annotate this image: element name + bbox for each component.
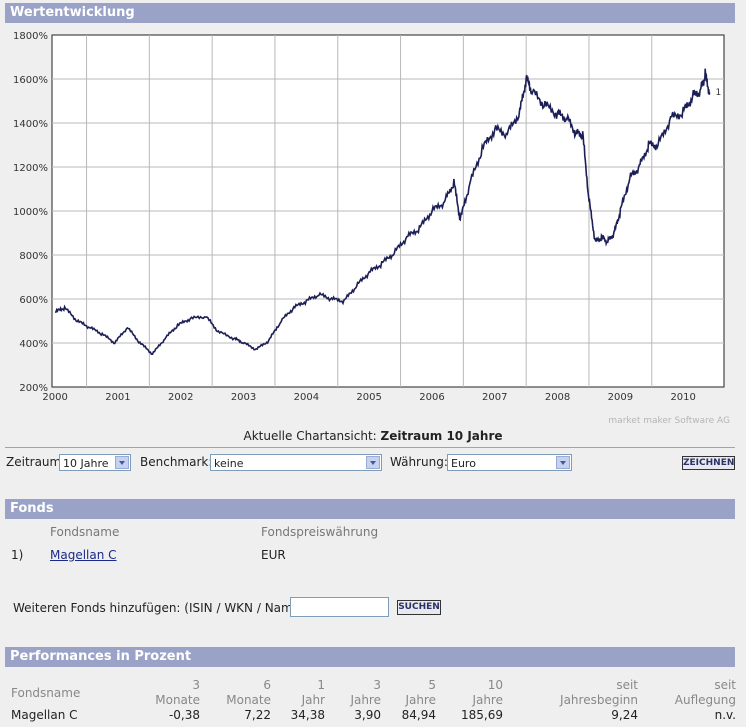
perf-row-name: Magellan C [11, 708, 78, 722]
perf-header-top: 5 [428, 678, 436, 692]
perf-header-bottom: Jahresbeginn [560, 693, 638, 707]
fonds-col-name: Fondsname [50, 525, 120, 539]
zeitraum-select[interactable]: 10 Jahre [59, 454, 131, 471]
perf-header-top: 6 [263, 678, 271, 692]
draw-button[interactable]: ZEICHNEN [682, 456, 735, 470]
chevron-down-icon[interactable] [366, 456, 380, 469]
x-tick-label: 2005 [356, 392, 381, 403]
chevron-down-icon[interactable] [115, 456, 129, 469]
y-tick-label: 400% [19, 339, 48, 350]
fonds-row-name-link[interactable]: Magellan C [50, 548, 117, 562]
perf-value-10y: 185,69 [461, 708, 503, 722]
x-tick-label: 2009 [608, 392, 633, 403]
perf-header-top: seit [616, 678, 638, 692]
fonds-section-header: Fonds [5, 499, 735, 519]
y-tick-label: 1200% [13, 163, 48, 174]
add-fonds-label: Weiteren Fonds hinzufügen: (ISIN / WKN /… [13, 601, 305, 615]
y-tick-label: 1800% [13, 31, 48, 42]
y-tick-label: 600% [19, 295, 48, 306]
benchmark-value: keine [214, 457, 244, 470]
waehrung-value: Euro [451, 457, 476, 470]
perf-value-1y: 34,38 [290, 708, 325, 722]
benchmark-label: Benchmark: [140, 455, 213, 469]
perf-header-bottom: Monate [226, 693, 271, 707]
chart-credit: market maker Software AG [608, 416, 730, 426]
perf-header-bottom: Monate [155, 693, 200, 707]
perf-header-bottom: Jahre [472, 693, 503, 707]
waehrung-label: Währung: [390, 455, 448, 469]
perf-value-3m: -0,38 [168, 708, 200, 722]
chart-view-caption: Aktuelle Chartansicht: [243, 429, 377, 443]
fonds-row-currency: EUR [261, 548, 286, 562]
chart-svg: 200% 400% 600% 800% 1000% 1200% 1400% 1600% 1800… [0, 24, 746, 418]
benchmark-select[interactable]: keine [210, 454, 382, 471]
zeitraum-label: Zeitraum: [6, 455, 66, 469]
series-line-magellan [55, 68, 711, 355]
x-tick-label: 2003 [231, 392, 256, 403]
x-tick-label: 2002 [168, 392, 193, 403]
perf-header-3m: 3 Monate [140, 678, 200, 708]
chart-view-label: Aktuelle Chartansicht: Zeitraum 10 Jahre [0, 429, 746, 443]
perf-header-bottom: Jahre [405, 693, 436, 707]
x-tick-label: 2007 [482, 392, 507, 403]
perf-value-ytd: 9,24 [611, 708, 638, 722]
perf-header-top: 10 [487, 678, 503, 692]
y-tick-label: 200% [19, 383, 48, 394]
add-fonds-input[interactable] [290, 597, 389, 617]
chart-section-header: Wertentwicklung [5, 3, 735, 23]
search-button[interactable]: SUCHEN [397, 600, 441, 615]
perf-header-bottom: Jahre [350, 693, 381, 707]
divider [5, 447, 735, 448]
waehrung-select[interactable]: Euro [447, 454, 572, 471]
fonds-row-index: 1) [11, 548, 24, 562]
y-tick-label: 1600% [13, 75, 48, 86]
perf-header-since-launch: seit Auflegung [646, 678, 736, 708]
chart-view-value: Zeitraum 10 Jahre [380, 429, 503, 443]
zeitraum-value: 10 Jahre [63, 457, 109, 470]
performance-chart: 200% 400% 600% 800% 1000% 1200% 1400% 1600% 1800… [0, 24, 746, 418]
x-tick-label: 2001 [105, 392, 130, 403]
x-tick-label: 2008 [545, 392, 570, 403]
chevron-down-icon[interactable] [556, 456, 570, 469]
perf-header-6m: 6 Monate [211, 678, 271, 708]
perf-header-10y: 10 Jahre [443, 678, 503, 708]
x-tick-label: 2004 [294, 392, 319, 403]
perf-header-top: 3 [192, 678, 200, 692]
perf-header-1y: 1 Jahr [265, 678, 325, 708]
perf-header-5y: 5 Jahre [376, 678, 436, 708]
x-tick-label: 2006 [419, 392, 444, 403]
fonds-col-currency: Fondspreiswährung [261, 525, 379, 539]
y-tick-label: 800% [19, 251, 48, 262]
performance-section-header: Performances in Prozent [5, 647, 735, 667]
perf-header-top: 3 [373, 678, 381, 692]
series-end-label: 1 [716, 88, 722, 98]
perf-header-3y: 3 Jahre [321, 678, 381, 708]
perf-header-ytd: seit Jahresbeginn [548, 678, 638, 708]
perf-value-5y: 84,94 [401, 708, 436, 722]
perf-value-6m: 7,22 [244, 708, 271, 722]
perf-value-since-launch: n.v. [714, 708, 736, 722]
perf-name-header: Fondsname [11, 686, 81, 700]
x-tick-label: 2010 [670, 392, 695, 403]
perf-value-3y: 3,90 [354, 708, 381, 722]
perf-header-bottom: Auflegung [674, 693, 736, 707]
y-tick-label: 1000% [13, 207, 48, 218]
perf-header-top: seit [714, 678, 736, 692]
perf-header-top: 1 [317, 678, 325, 692]
x-tick-label: 2000 [42, 392, 67, 403]
perf-header-bottom: Jahr [301, 693, 325, 707]
y-tick-label: 1400% [13, 119, 48, 130]
